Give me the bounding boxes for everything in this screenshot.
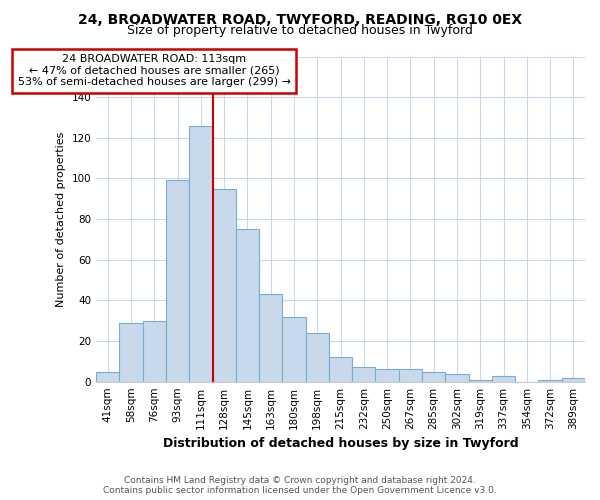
Text: Contains HM Land Registry data © Crown copyright and database right 2024.
Contai: Contains HM Land Registry data © Crown c… <box>103 476 497 495</box>
Bar <box>329 358 352 382</box>
Bar <box>305 333 329 382</box>
Bar <box>143 320 166 382</box>
Bar <box>189 126 212 382</box>
Bar <box>96 372 119 382</box>
Bar <box>352 368 376 382</box>
Bar <box>236 230 259 382</box>
Bar <box>119 322 143 382</box>
Text: 24, BROADWATER ROAD, TWYFORD, READING, RG10 0EX: 24, BROADWATER ROAD, TWYFORD, READING, R… <box>78 12 522 26</box>
Bar <box>376 370 399 382</box>
Bar <box>422 372 445 382</box>
Bar <box>445 374 469 382</box>
Bar <box>212 188 236 382</box>
Text: Size of property relative to detached houses in Twyford: Size of property relative to detached ho… <box>127 24 473 37</box>
X-axis label: Distribution of detached houses by size in Twyford: Distribution of detached houses by size … <box>163 437 518 450</box>
Bar <box>283 316 305 382</box>
Bar <box>492 376 515 382</box>
Bar <box>562 378 585 382</box>
Text: 24 BROADWATER ROAD: 113sqm
← 47% of detached houses are smaller (265)
53% of sem: 24 BROADWATER ROAD: 113sqm ← 47% of deta… <box>18 54 291 88</box>
Bar <box>259 294 283 382</box>
Bar <box>399 370 422 382</box>
Bar <box>469 380 492 382</box>
Bar <box>166 180 189 382</box>
Bar <box>538 380 562 382</box>
Y-axis label: Number of detached properties: Number of detached properties <box>56 132 66 307</box>
